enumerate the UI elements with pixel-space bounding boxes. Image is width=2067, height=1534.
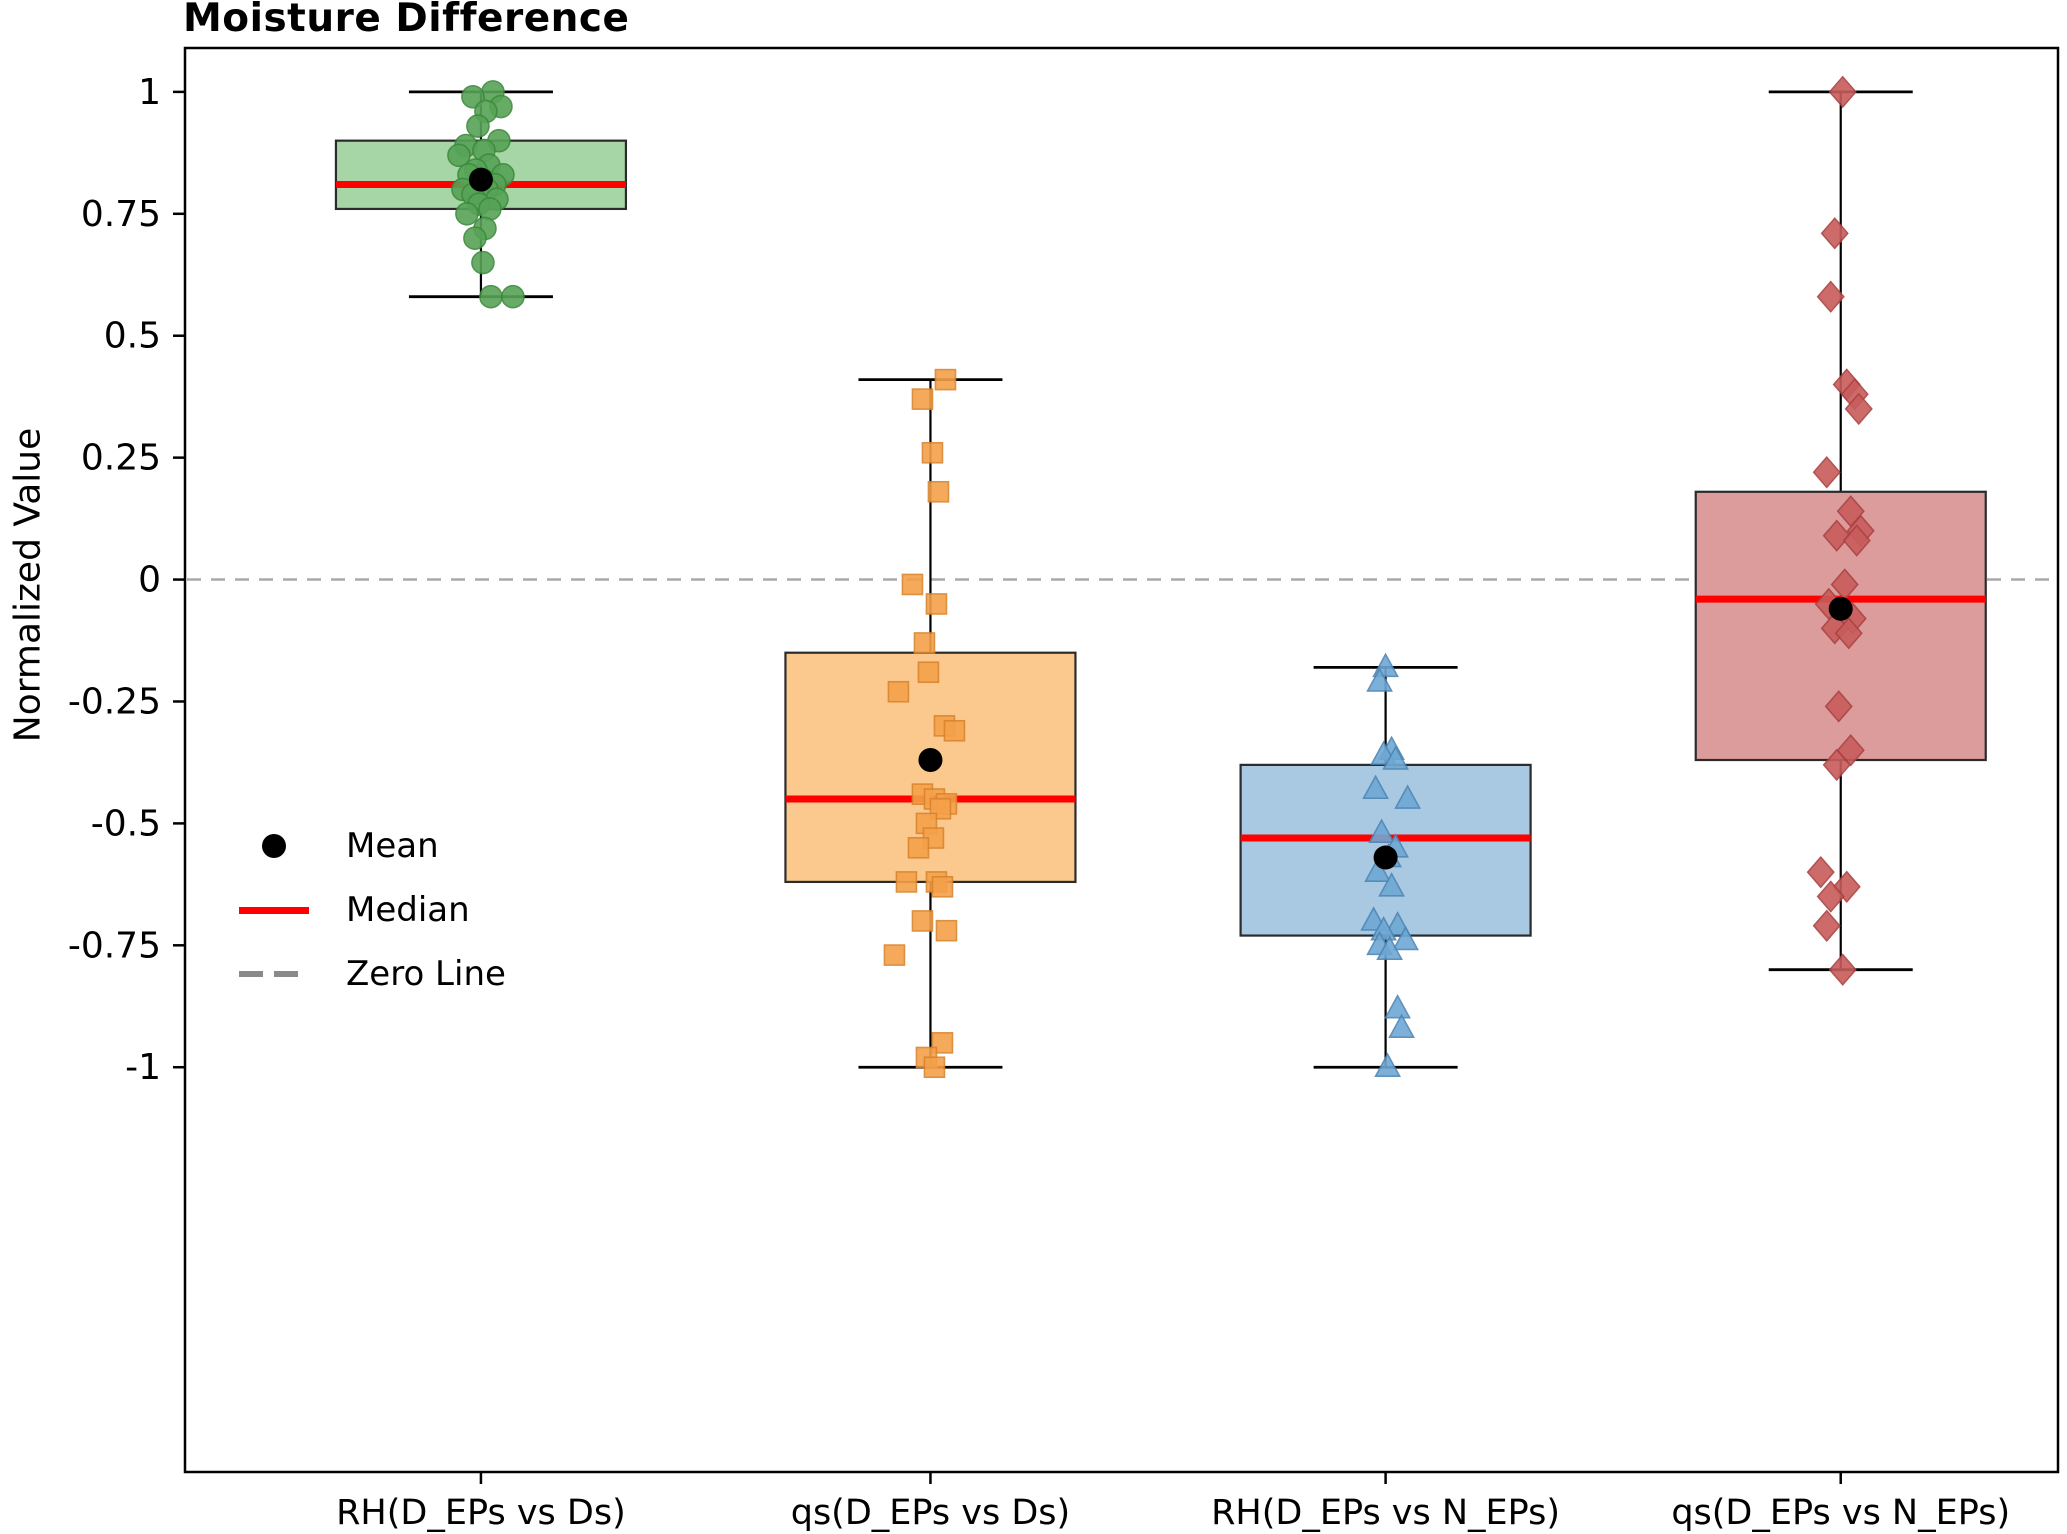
data-point: [923, 1056, 946, 1079]
data-point: [931, 875, 954, 898]
data-point: [927, 480, 950, 503]
data-point: [1392, 925, 1419, 951]
data-point: [911, 910, 934, 932]
data-point: [943, 719, 966, 742]
y-tick-label: -0.5: [91, 803, 161, 844]
legend: Mean Median Zero Line: [228, 826, 506, 994]
data-point: [501, 284, 525, 309]
data-point: [1374, 1052, 1401, 1078]
data-point: [1362, 774, 1389, 800]
data-point: [925, 593, 948, 615]
y-tick-label: -0.25: [68, 681, 161, 722]
data-point: [447, 143, 471, 168]
legend-label-median: Median: [346, 890, 470, 930]
data-point: [466, 114, 490, 138]
y-tick-label: 1: [138, 72, 161, 113]
data-point: [1382, 745, 1409, 770]
data-point: [931, 1032, 954, 1054]
mean-dot-icon: [228, 834, 320, 858]
data-point: [1394, 784, 1421, 809]
data-point: [1834, 616, 1863, 650]
data-point: [901, 573, 924, 596]
x-tick-label: RH(D_EPs vs N_EPs): [1211, 1493, 1560, 1533]
mean-dot: [918, 748, 943, 772]
legend-item-mean: Mean: [228, 826, 506, 866]
axes-frame: [183, 46, 2060, 1474]
y-tick-label: 0: [138, 560, 161, 601]
chart-title: Moisture Difference: [183, 0, 630, 41]
data-point: [1376, 935, 1403, 960]
mean-dot: [468, 167, 493, 192]
y-tick-label: -0.75: [68, 925, 161, 966]
data-point: [471, 250, 495, 275]
data-point: [1364, 857, 1391, 882]
data-point: [1828, 75, 1857, 109]
median-line-icon: [228, 906, 320, 914]
data-point: [911, 388, 934, 410]
y-tick-label: 0.75: [81, 194, 161, 235]
y-tick-label: 0.5: [104, 316, 161, 357]
data-point: [921, 441, 944, 464]
data-point: [455, 202, 479, 226]
data-point: [478, 197, 502, 221]
y-tick-label: 0.25: [81, 438, 161, 479]
data-point: [461, 84, 485, 109]
x-tick-label: RH(D_EPs vs Ds): [336, 1493, 626, 1533]
data-point: [935, 919, 958, 942]
data-point: [1366, 667, 1393, 692]
zero-line-icon: [228, 971, 320, 977]
data-point: [1822, 748, 1851, 782]
x-tick-label: qs(D_EPs vs Ds): [791, 1493, 1070, 1533]
data-point: [1844, 392, 1873, 426]
legend-label-zero-line: Zero Line: [346, 954, 506, 994]
data-point: [917, 661, 940, 684]
data-point: [1820, 217, 1849, 250]
data-point: [1842, 524, 1871, 557]
data-point: [1816, 280, 1845, 313]
data-point: [1388, 1013, 1415, 1039]
data-point: [1368, 818, 1395, 843]
data-point: [895, 871, 918, 893]
legend-item-median: Median: [228, 890, 506, 930]
y-tick-label: -1: [125, 1047, 161, 1088]
data-point: [1828, 953, 1857, 986]
data-point: [1378, 872, 1405, 897]
data-point: [907, 836, 930, 859]
data-point: [1384, 994, 1411, 1019]
data-point: [463, 226, 487, 250]
data-point: [934, 368, 957, 391]
data-point: [1384, 911, 1411, 936]
legend-item-zero-line: Zero Line: [228, 954, 506, 994]
data-point: [479, 284, 503, 309]
mean-dot: [1373, 845, 1398, 870]
data-point: [913, 632, 936, 654]
data-point: [883, 944, 906, 966]
data-point: [1806, 855, 1835, 889]
data-point: [1812, 456, 1841, 489]
data-point: [1812, 909, 1841, 943]
data-point: [1824, 690, 1853, 723]
x-tick-label: qs(D_EPs vs N_EPs): [1671, 1493, 2010, 1533]
data-point: [887, 680, 910, 703]
legend-label-mean: Mean: [346, 826, 439, 866]
data-point: [1822, 519, 1851, 552]
data-point: [1816, 880, 1845, 913]
mean-dot: [1828, 596, 1853, 621]
